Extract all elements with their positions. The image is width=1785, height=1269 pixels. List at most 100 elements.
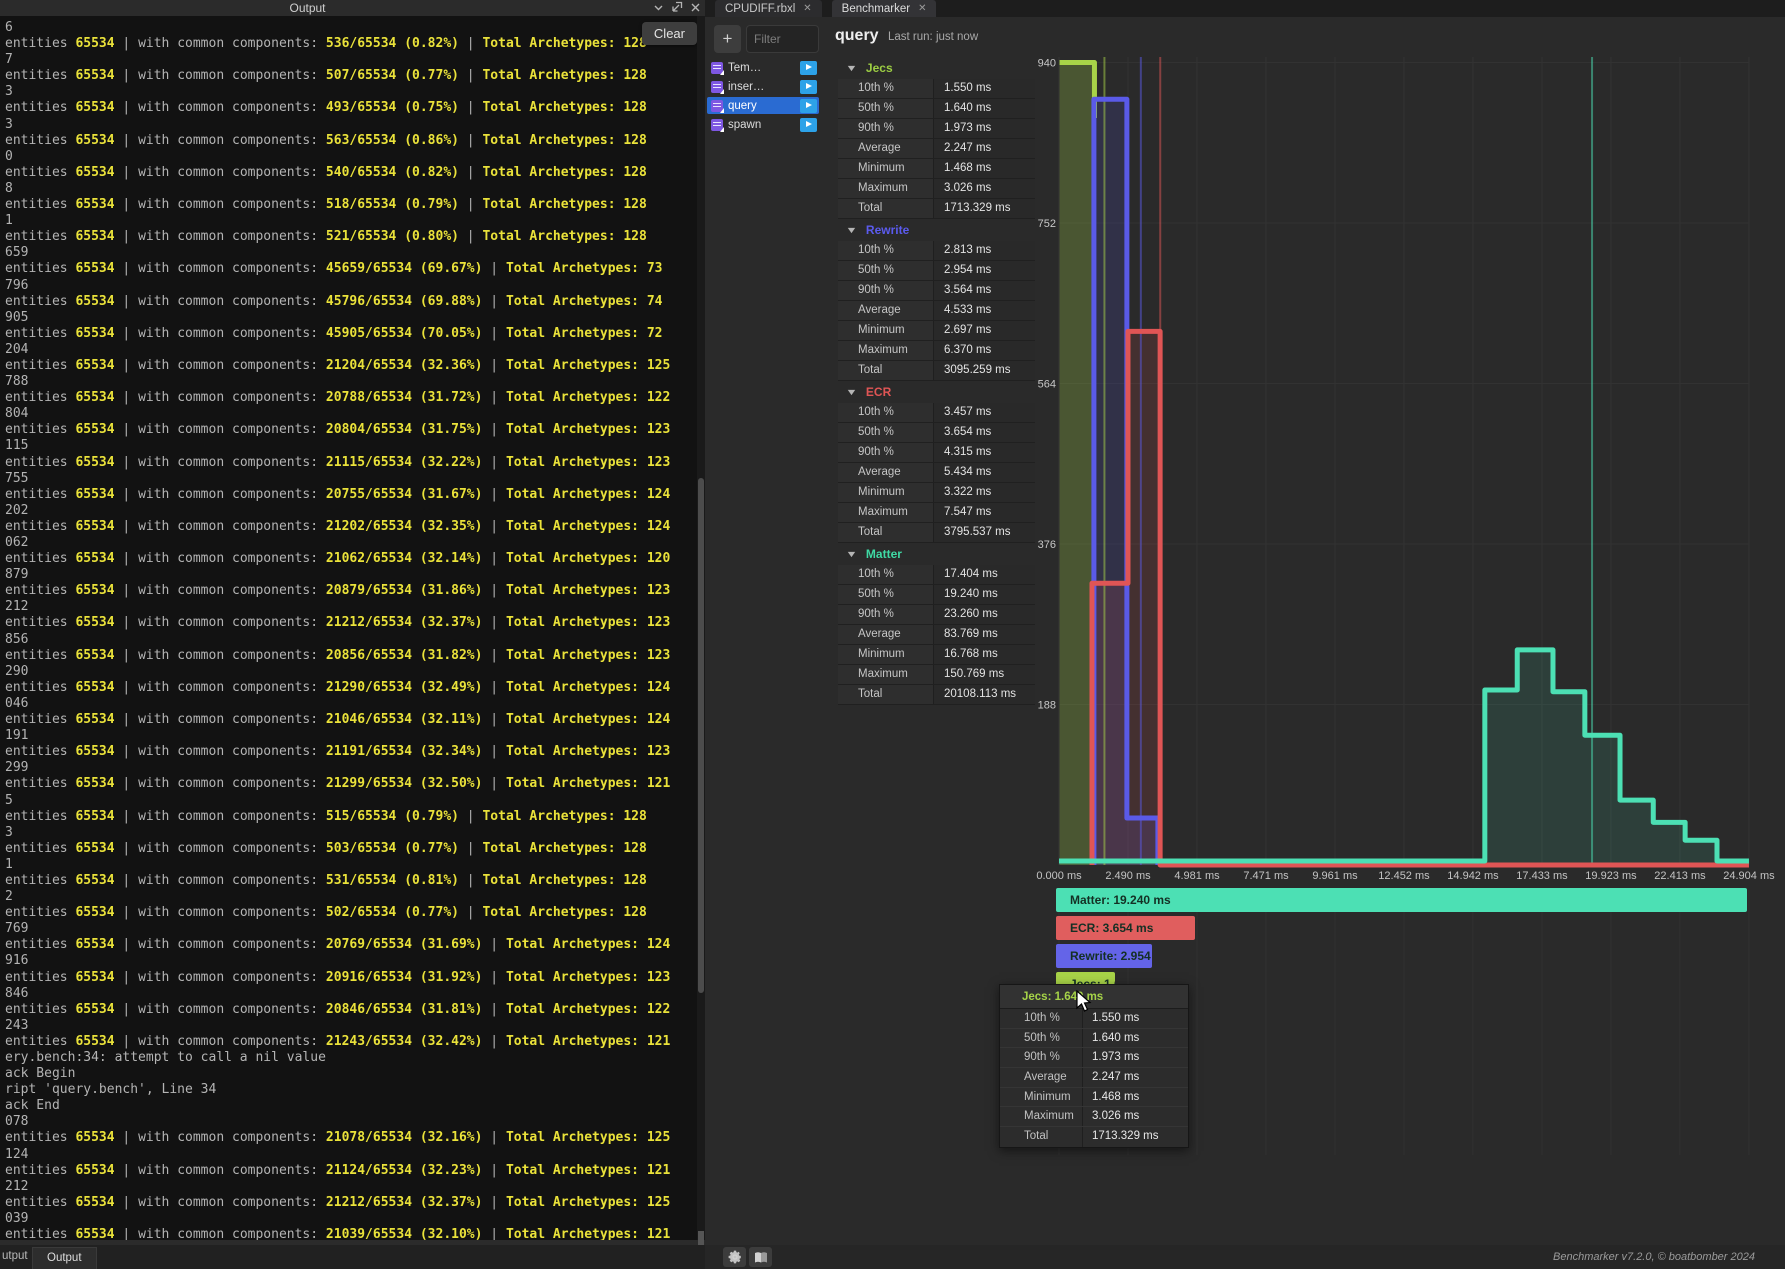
stat-label: Average: [838, 301, 933, 320]
console-line: entities 65534 | with common components:…: [5, 969, 671, 985]
benchmark-item-query[interactable]: query: [707, 97, 819, 114]
stat-value: 6.370 ms: [933, 341, 1035, 360]
benchmark-item-tem[interactable]: Tem…: [707, 59, 819, 76]
stats-row: 10th % 1.550 ms: [838, 79, 1035, 99]
x-axis-tick-label: 14.942 ms: [1447, 870, 1499, 882]
stats-section-name: Jecs: [865, 61, 893, 75]
dock-window-icon[interactable]: [671, 1, 683, 13]
console-line: ack Begin: [5, 1066, 76, 1082]
stat-label: 50th %: [838, 99, 933, 118]
script-icon: [711, 99, 724, 113]
run-benchmark-button[interactable]: [800, 60, 817, 75]
console-line: ript 'query.bench', Line 34: [5, 1082, 217, 1098]
stats-section-header-matter[interactable]: ▼ Matter: [838, 543, 1035, 565]
stat-label: Maximum: [838, 503, 933, 522]
stat-value: 3.457 ms: [933, 403, 1035, 422]
tooltip-row: 50th % 1.640 ms: [1000, 1028, 1188, 1049]
benchmark-item-insert[interactable]: inser…: [707, 78, 819, 95]
clear-button[interactable]: Clear: [641, 22, 697, 45]
stat-label: Average: [838, 463, 933, 482]
benchmark-item-spawn[interactable]: spawn: [707, 116, 819, 133]
console-line-fragment: 755: [5, 470, 29, 486]
tooltip-row: Total 1713.329 ms: [1000, 1127, 1188, 1147]
timeline-bar-rewrite[interactable]: Rewrite: 2.954…: [1056, 944, 1152, 968]
console-line: entities 65534 | with common components:…: [5, 36, 647, 52]
page-title: query: [835, 27, 879, 44]
tooltip-row: Average 2.247 ms: [1000, 1068, 1188, 1088]
bottom-bar-left: utput Output: [0, 1245, 705, 1269]
filter-input[interactable]: [746, 25, 819, 53]
tab-cpudiff[interactable]: CPUDIFF.rbxl ✕: [715, 0, 822, 17]
console-line: entities 65534 | with common components:…: [5, 132, 647, 148]
console-line-fragment: 769: [5, 921, 29, 937]
stats-row: Total 3095.259 ms: [838, 361, 1035, 381]
stats-row: 50th % 1.640 ms: [838, 99, 1035, 119]
output-scrollbar-thumb[interactable]: [698, 478, 704, 993]
stats-section-header-ecr[interactable]: ▼ ECR: [838, 381, 1035, 403]
output-bottom-tab[interactable]: Output: [32, 1247, 97, 1269]
console-line-fragment: 856: [5, 631, 29, 647]
timeline-bar-ecr[interactable]: ECR: 3.654 ms: [1056, 916, 1195, 940]
stat-label: Maximum: [838, 665, 933, 684]
stats-row: Total 20108.113 ms: [838, 685, 1035, 705]
bottom-bar-right: Benchmarker v7.2.0, © boatbomber 2024: [705, 1245, 1785, 1269]
y-axis-tick-label: 940: [1038, 58, 1056, 70]
stats-row: 50th % 19.240 ms: [838, 585, 1035, 605]
tooltip-stat-label: 90th %: [1024, 1051, 1060, 1064]
chevron-down-icon[interactable]: [653, 2, 664, 13]
stat-label: 50th %: [838, 423, 933, 442]
plugin-credit: Benchmarker v7.2.0, © boatbomber 2024: [1553, 1251, 1755, 1263]
x-axis-tick-label: 7.471 ms: [1243, 870, 1289, 882]
console-line-fragment: 290: [5, 663, 29, 679]
console-line: ery.bench:34: attempt to call a nil valu…: [5, 1050, 326, 1065]
stats-row: 10th % 2.813 ms: [838, 241, 1035, 261]
stat-label: Minimum: [838, 483, 933, 502]
console-line-fragment: 212: [5, 1178, 29, 1194]
x-axis-tick-label: 24.904 ms: [1723, 870, 1775, 882]
console-line-fragment: 046: [5, 695, 29, 711]
stat-value: 1.640 ms: [933, 99, 1035, 118]
timeline-bar-matter[interactable]: Matter: 19.240 ms: [1056, 888, 1747, 912]
stats-row: Maximum 6.370 ms: [838, 341, 1035, 361]
docs-button[interactable]: [749, 1247, 772, 1267]
stat-value: 2.247 ms: [933, 139, 1035, 158]
run-benchmark-button[interactable]: [800, 79, 817, 94]
stats-row: 10th % 17.404 ms: [838, 565, 1035, 585]
stat-value: 1.550 ms: [933, 79, 1035, 98]
book-icon: [754, 1251, 767, 1262]
close-icon[interactable]: ✕: [918, 3, 927, 14]
stat-label: Average: [838, 139, 933, 158]
output-tab-fragment[interactable]: utput: [2, 1250, 28, 1262]
add-benchmark-button[interactable]: +: [714, 25, 741, 53]
close-icon[interactable]: [690, 2, 701, 13]
console-line: entities 65534 | with common components:…: [5, 229, 647, 245]
stat-value: 2.954 ms: [933, 261, 1035, 280]
tab-benchmarker[interactable]: Benchmarker ✕: [831, 0, 937, 17]
close-icon[interactable]: ✕: [803, 3, 812, 14]
stats-row: Average 5.434 ms: [838, 463, 1035, 483]
run-benchmark-button[interactable]: [800, 117, 817, 132]
stat-value: 7.547 ms: [933, 503, 1035, 522]
benchmarker-panel: + Tem… inser… query spawn: [705, 17, 1785, 1245]
tooltip-stat-value: 3.026 ms: [1082, 1107, 1188, 1127]
tooltip-stat-value: 1.973 ms: [1082, 1048, 1188, 1068]
console-line-fragment: 062: [5, 535, 29, 550]
y-axis-tick-label: 564: [1038, 379, 1056, 391]
histogram-chart: 188 376 564 752 940 0.000 ms 2.490 ms 4.981 ms 7…: [1036, 57, 1775, 1155]
console-line: entities 65534 | with common components:…: [5, 1001, 671, 1017]
y-axis-tick-label: 188: [1038, 700, 1056, 712]
console-line: entities 65534 | with common components:…: [5, 293, 663, 309]
console-line: entities 65534 | with common components:…: [5, 551, 671, 567]
stats-section-header-rewrite[interactable]: ▼ Rewrite: [838, 219, 1035, 241]
settings-button[interactable]: [723, 1247, 746, 1267]
console-line: entities 65534 | with common components:…: [5, 872, 647, 888]
stats-row: 90th % 3.564 ms: [838, 281, 1035, 301]
run-benchmark-button[interactable]: [800, 98, 817, 113]
tooltip-stat-value: 1.640 ms: [1082, 1028, 1188, 1048]
console-line: entities 65534 | with common components:…: [5, 261, 663, 277]
output-scrollbar[interactable]: [697, 16, 705, 1245]
tooltip-stat-label: 10th %: [1024, 1012, 1060, 1024]
console-line: entities 65534 | with common components:…: [5, 679, 671, 695]
stats-section-header-jecs[interactable]: ▼ Jecs: [838, 57, 1035, 79]
stats-row: Maximum 150.769 ms: [838, 665, 1035, 685]
